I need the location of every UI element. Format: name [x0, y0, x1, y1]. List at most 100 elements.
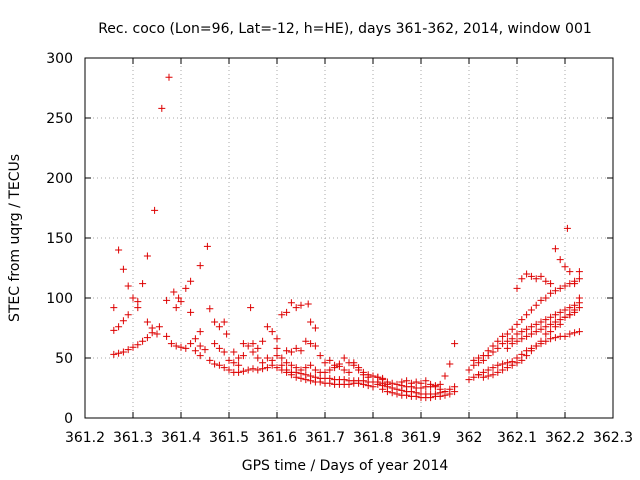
data-point	[566, 268, 574, 276]
y-tick-label: 250	[46, 111, 73, 127]
data-point	[479, 373, 487, 381]
data-point	[417, 379, 425, 387]
data-point	[551, 245, 559, 253]
data-point	[518, 350, 526, 358]
data-point	[254, 354, 262, 362]
data-point	[508, 325, 516, 333]
data-point	[465, 376, 473, 384]
data-point	[115, 349, 123, 357]
data-point	[556, 308, 564, 316]
data-point	[532, 342, 540, 350]
data-point	[326, 374, 334, 382]
data-point	[283, 308, 291, 316]
data-point	[388, 389, 396, 397]
data-point	[235, 368, 243, 376]
data-point	[287, 361, 295, 369]
data-point	[172, 304, 180, 312]
data-point	[556, 284, 564, 292]
data-point	[470, 356, 478, 364]
data-point	[239, 352, 247, 360]
data-point	[523, 311, 531, 319]
data-point	[403, 377, 411, 385]
data-point	[561, 282, 569, 290]
data-point	[571, 280, 579, 288]
data-point	[143, 334, 151, 342]
data-point	[575, 328, 583, 336]
data-point	[215, 323, 223, 331]
data-point	[379, 376, 387, 384]
data-point	[254, 366, 262, 374]
data-point	[503, 330, 511, 338]
data-point	[177, 343, 185, 351]
data-point	[119, 348, 127, 356]
data-point	[307, 361, 315, 369]
data-point	[268, 356, 276, 364]
data-point	[124, 346, 132, 354]
data-point	[566, 304, 574, 312]
x-tick-label: 362.1	[497, 430, 537, 446]
data-point	[489, 364, 497, 372]
data-point	[170, 288, 178, 296]
y-tick-label: 200	[46, 171, 73, 187]
data-point	[537, 272, 545, 280]
data-point	[225, 356, 233, 364]
data-point	[494, 361, 502, 369]
data-point	[465, 366, 473, 374]
y-axis-label: STEC from uqrg / TECUs	[7, 154, 23, 322]
data-point	[249, 348, 257, 356]
data-point	[139, 337, 147, 345]
data-point	[566, 311, 574, 319]
data-point	[503, 364, 511, 372]
data-point	[446, 390, 454, 398]
data-point	[187, 340, 195, 348]
data-point	[542, 277, 550, 285]
data-point	[551, 318, 559, 326]
data-point	[211, 318, 219, 326]
x-tick-label: 361.2	[65, 430, 105, 446]
data-point	[283, 347, 291, 355]
data-point	[220, 348, 228, 356]
data-point	[263, 364, 271, 372]
grid-lines	[85, 58, 613, 418]
data-point	[155, 323, 163, 331]
data-point	[278, 311, 286, 319]
y-tick-label: 300	[46, 51, 73, 67]
data-point	[307, 318, 315, 326]
data-point	[247, 304, 255, 312]
data-point	[134, 304, 142, 312]
data-point	[436, 392, 444, 400]
data-point	[321, 368, 329, 376]
data-point	[311, 373, 319, 381]
x-tick-label: 362.2	[545, 430, 585, 446]
data-point	[503, 337, 511, 345]
data-point	[513, 320, 521, 328]
data-point	[345, 368, 353, 376]
data-point	[292, 304, 300, 312]
data-point	[566, 330, 574, 338]
data-point	[119, 317, 127, 325]
data-point	[484, 347, 492, 355]
data-point	[563, 224, 571, 232]
data-point	[119, 265, 127, 273]
x-tick-label: 361.4	[161, 430, 201, 446]
data-point	[148, 329, 156, 337]
data-point	[427, 380, 435, 388]
data-point	[203, 242, 211, 250]
data-point	[537, 318, 545, 326]
data-point	[403, 391, 411, 399]
data-point	[115, 323, 123, 331]
data-point	[542, 316, 550, 324]
data-point	[523, 332, 531, 340]
data-point	[359, 371, 367, 379]
data-point	[527, 330, 535, 338]
data-point	[211, 360, 219, 368]
data-point	[191, 335, 199, 343]
data-point	[451, 388, 459, 396]
data-point	[503, 344, 511, 352]
data-point	[263, 323, 271, 331]
data-point	[244, 342, 252, 350]
data-point	[220, 364, 228, 372]
data-point	[407, 379, 415, 387]
data-point	[259, 365, 267, 373]
data-point	[134, 341, 142, 349]
